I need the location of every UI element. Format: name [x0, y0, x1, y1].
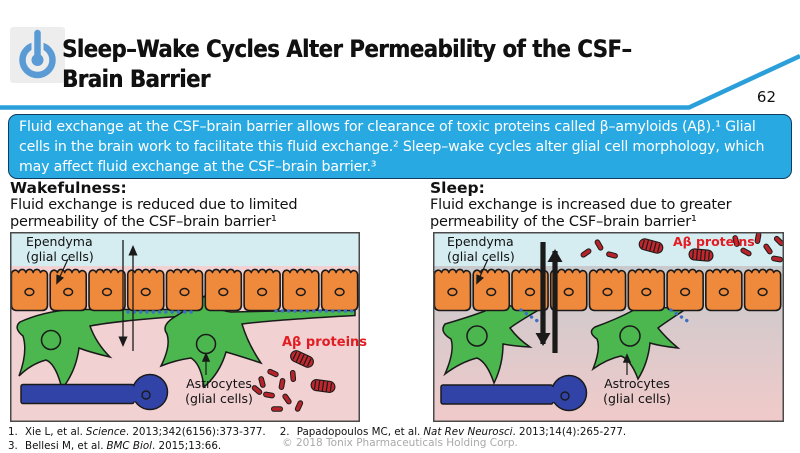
reference-tail: . 2013;342(6156):373-377. — [125, 426, 266, 438]
wakefulness-diagram: Ependyma (glial cells) Astrocytes (glial… — [10, 232, 367, 422]
page-number: 62 — [756, 88, 776, 106]
reference-journal: Science — [85, 426, 126, 438]
reference-tail: . 2013;14(4):265-277. — [512, 426, 627, 438]
reference-authors: Xie L, et al. — [25, 426, 83, 438]
title-line-2: Brain Barrier — [62, 65, 210, 93]
sleep-heading: Sleep: — [430, 179, 485, 197]
abeta-label: Aβ proteins — [282, 335, 368, 350]
blood-vessel — [440, 374, 588, 412]
ependyma-label: Ependyma (glial cells) — [26, 234, 94, 264]
summary-text: Fluid exchange at the CSF–brain barrier … — [19, 119, 765, 175]
exchange-arrows — [118, 240, 138, 351]
astrocyte-endfeet-dots — [519, 308, 691, 324]
accent-rule — [0, 53, 800, 110]
logo-tile — [10, 27, 65, 83]
wakefulness-diagram-art — [10, 232, 360, 422]
blood-vessel — [20, 373, 169, 411]
power-icon — [19, 29, 56, 79]
sleep-body: Fluid exchange is increased due to great… — [430, 197, 732, 230]
reference-journal: Nat Rev Neurosci — [423, 426, 513, 438]
reference-number: 3. — [8, 439, 18, 452]
wakefulness-heading: Wakefulness: — [10, 179, 127, 197]
csf-region — [10, 232, 360, 266]
wakefulness-body: Fluid exchange is reduced due to limited… — [10, 197, 298, 230]
csf-region — [433, 232, 784, 266]
reference-line-1: 1. Xie L, et al. Science. 2013;342(6156):3… — [8, 426, 626, 439]
panel-border — [10, 232, 360, 422]
astrocytes — [16, 293, 356, 391]
ependymal-cells — [10, 268, 359, 312]
page-title: Sleep–Wake Cycles Alter Permeability of … — [62, 34, 678, 94]
ependyma-label: Ependyma (glial cells) — [447, 234, 515, 264]
wakefulness-column: Wakefulness: Fluid exchange is reduced d… — [10, 180, 375, 230]
title-line-1: Sleep–Wake Cycles Alter Permeability of … — [62, 35, 632, 63]
reference-number: 2. — [279, 426, 290, 438]
reference-number: 1. — [8, 426, 18, 438]
copyright-notice: © 2018 Tonix Pharmaceuticals Holding Cor… — [282, 437, 518, 449]
sleep-column: Sleep: Fluid exchange is increased due t… — [430, 180, 795, 230]
sleep-diagram-art — [433, 232, 784, 422]
summary-box: Fluid exchange at the CSF–brain barrier … — [8, 114, 792, 179]
sleep-diagram: Ependyma (glial cells) Astrocytes (glial… — [433, 232, 784, 422]
pointer-arrows — [56, 258, 211, 375]
panel-border — [433, 232, 784, 422]
exchange-arrows — [535, 242, 563, 353]
astrocyte-endfeet-dots — [126, 309, 356, 314]
abeta-label: Aβ proteins — [673, 234, 755, 249]
ependymal-cells — [433, 268, 782, 312]
pointer-arrows — [476, 258, 632, 375]
astrocytes-label: Astrocytes (glial cells) — [603, 376, 671, 406]
astrocytes-label: Astrocytes (glial cells) — [185, 376, 253, 406]
reference-authors: Papadopoulos MC, et al. — [296, 426, 421, 438]
